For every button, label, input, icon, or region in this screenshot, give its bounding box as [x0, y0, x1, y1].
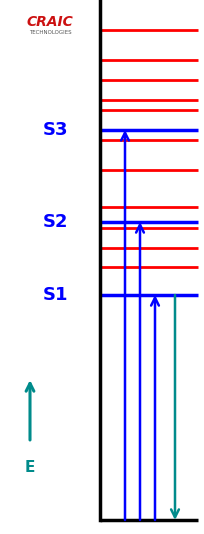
Text: E: E [25, 460, 35, 475]
Text: S3: S3 [42, 121, 68, 139]
Text: TECHNOLOGIES: TECHNOLOGIES [29, 30, 71, 35]
Text: CRAIC: CRAIC [27, 15, 73, 29]
Text: S2: S2 [42, 213, 68, 231]
Text: S1: S1 [42, 286, 68, 304]
